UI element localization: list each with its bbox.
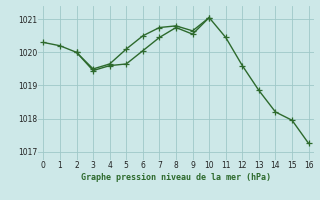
X-axis label: Graphe pression niveau de la mer (hPa): Graphe pression niveau de la mer (hPa) bbox=[81, 173, 271, 182]
